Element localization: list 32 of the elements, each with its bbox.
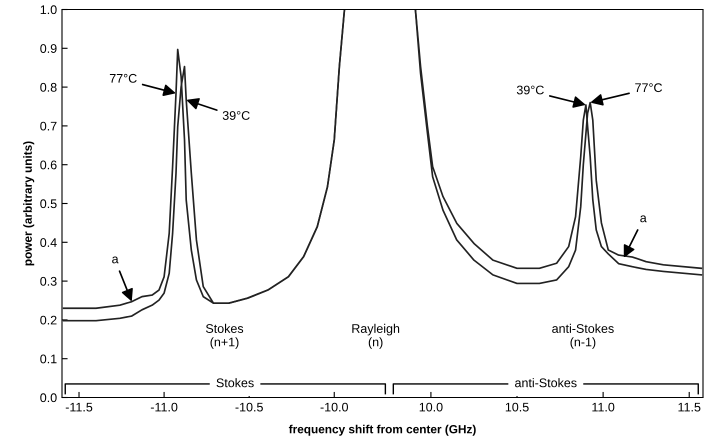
y-tick-label: 0.1 bbox=[40, 354, 57, 364]
y-axis-title: power (arbitrary units) bbox=[23, 141, 34, 266]
y-tick-label: 0.2 bbox=[40, 316, 57, 325]
y-tick-label: 0.4 bbox=[40, 238, 57, 247]
x-tick-label: 10.5 bbox=[506, 402, 529, 412]
x-tick-label: -11.5 bbox=[66, 402, 92, 412]
y-tick-label: 0.7 bbox=[40, 122, 57, 131]
x-tick-label: 10.0 bbox=[420, 402, 443, 412]
y-tick-label: 0.0 bbox=[40, 393, 57, 402]
annotation: Stokes bbox=[216, 378, 254, 388]
annotation: a bbox=[640, 215, 647, 222]
x-tick-label: -11.0 bbox=[150, 402, 178, 412]
annotation: Stokes (n+1) bbox=[206, 324, 244, 349]
x-tick-label: -10.5 bbox=[235, 402, 263, 412]
y-tick-label: 0.6 bbox=[40, 160, 57, 170]
x-tick-label: 11.5 bbox=[678, 402, 700, 412]
annotation: 77°C bbox=[110, 74, 137, 83]
annotation: 39°C bbox=[222, 111, 250, 120]
annotation: anti-Stokes bbox=[515, 378, 577, 388]
y-tick-label: 0.8 bbox=[40, 82, 57, 92]
y-tick-label: 1.0 bbox=[40, 5, 57, 14]
y-tick-label: 0.5 bbox=[40, 199, 57, 208]
x-tick-label: 11.0 bbox=[592, 402, 614, 412]
y-tick-label: 0.9 bbox=[40, 44, 57, 53]
x-tick-label: -10.0 bbox=[320, 402, 348, 412]
y-tick-label: 0.3 bbox=[40, 276, 57, 286]
annotation: Rayleigh (n) bbox=[352, 324, 400, 349]
annotation: anti-Stokes (n-1) bbox=[552, 324, 614, 349]
x-axis-title: frequency shift from center (GHz) bbox=[288, 424, 476, 436]
annotation: 77°C bbox=[635, 83, 662, 92]
annotation: a bbox=[112, 256, 119, 264]
annotation: 39°C bbox=[516, 86, 544, 94]
